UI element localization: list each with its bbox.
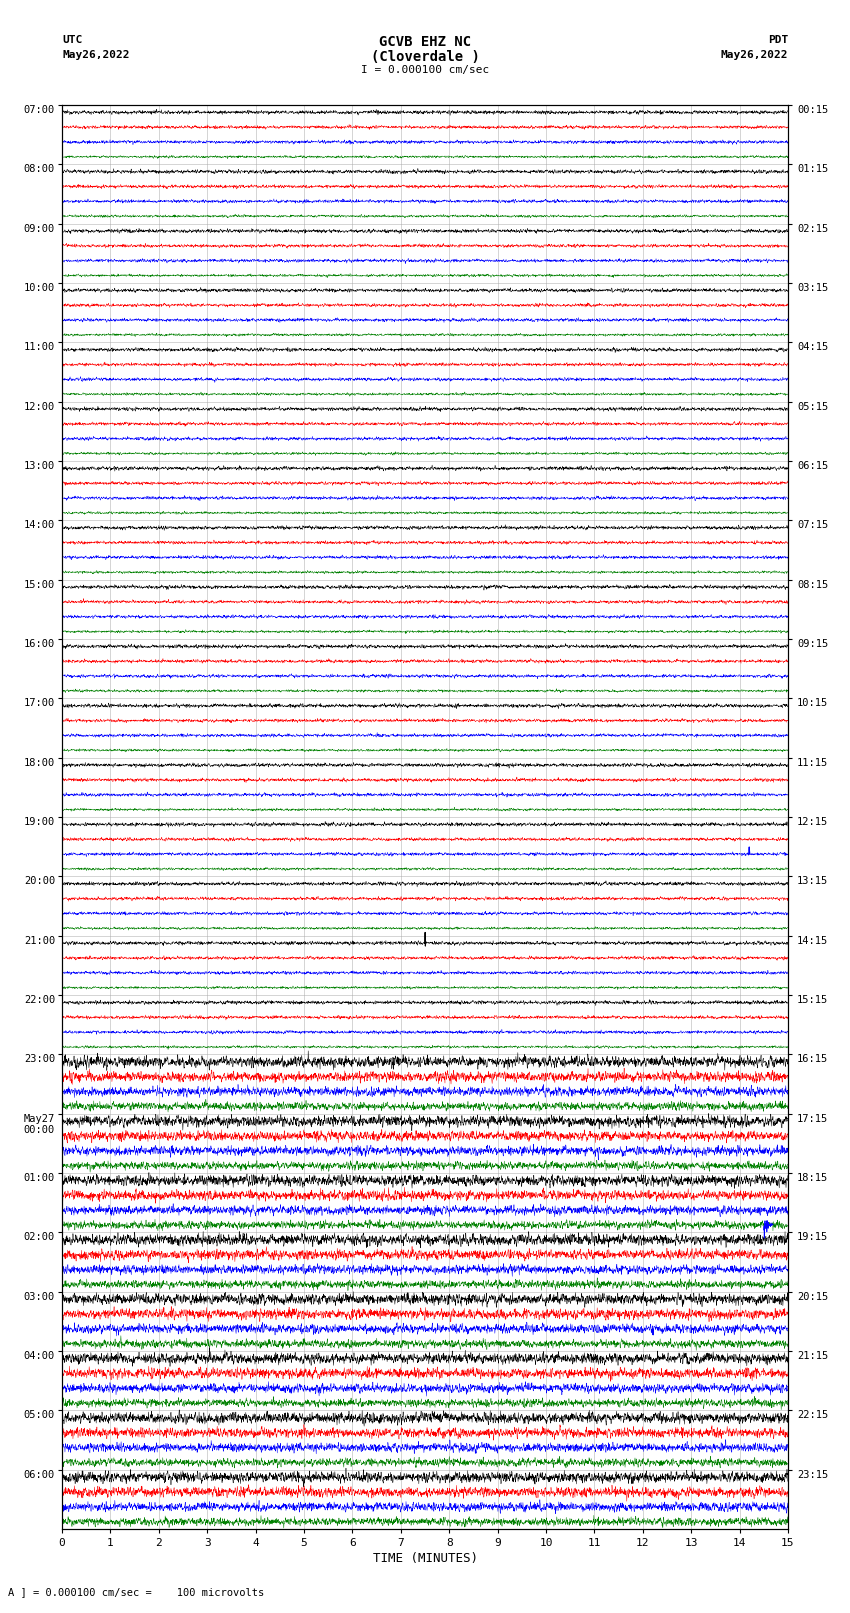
Text: I = 0.000100 cm/sec: I = 0.000100 cm/sec (361, 65, 489, 74)
Text: May26,2022: May26,2022 (62, 50, 129, 60)
Text: PDT: PDT (768, 35, 788, 45)
X-axis label: TIME (MINUTES): TIME (MINUTES) (372, 1552, 478, 1565)
Text: May26,2022: May26,2022 (721, 50, 788, 60)
Text: (Cloverdale ): (Cloverdale ) (371, 50, 479, 65)
Text: GCVB EHZ NC: GCVB EHZ NC (379, 35, 471, 50)
Text: UTC: UTC (62, 35, 82, 45)
Text: A ] = 0.000100 cm/sec =    100 microvolts: A ] = 0.000100 cm/sec = 100 microvolts (8, 1587, 264, 1597)
